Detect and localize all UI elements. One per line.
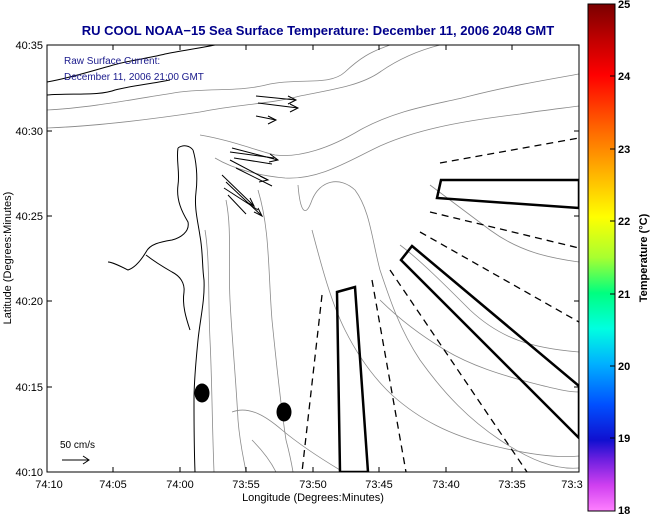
surface-current-vectors xyxy=(221,95,300,218)
colorbar-tick-label: 20 xyxy=(618,361,630,373)
coastline xyxy=(47,45,216,472)
x-tick-label: 74:10 xyxy=(35,479,63,491)
colorbar-tick-label: 24 xyxy=(618,71,631,83)
y-tick-label: 40:15 xyxy=(15,382,43,394)
temperature-colorbar: 25 24 23 22 21 20 19 18 Temperature (°C) xyxy=(587,0,650,517)
survey-lines-dashed xyxy=(301,137,579,472)
bathymetry-contours xyxy=(47,45,579,472)
y-tick-label: 40:30 xyxy=(15,126,43,138)
survey-boxes xyxy=(335,178,579,472)
station-marker xyxy=(276,402,292,422)
y-tick-label: 40:25 xyxy=(15,211,43,223)
x-tick-label: 73:40 xyxy=(432,479,460,491)
x-tick-label: 73:3 xyxy=(561,479,582,491)
x-axis-label: Longitude (Degrees:Minutes) xyxy=(242,492,384,504)
x-tick-label: 73:55 xyxy=(232,479,260,491)
y-tick-labels: 40:35 40:30 40:25 40:20 40:15 40:10 xyxy=(15,40,43,479)
y-axis-label: Latitude (Degrees:Minutes) xyxy=(2,192,14,325)
plot-area: 50 cm/s Raw Surface Current: December 11… xyxy=(46,44,580,473)
colorbar-tick-label: 25 xyxy=(618,0,630,11)
scale-arrow xyxy=(62,455,90,465)
colorbar-tick-label: 23 xyxy=(618,144,630,156)
colorbar-tick-label: 18 xyxy=(618,505,630,517)
colorbar-tick-label: 22 xyxy=(618,216,630,228)
x-tick-label: 73:35 xyxy=(498,479,526,491)
map-title: RU COOL NOAA−15 Sea Surface Temperature:… xyxy=(82,23,554,38)
scale-label: 50 cm/s xyxy=(60,440,95,451)
station-marker xyxy=(194,383,210,403)
y-tick-label: 40:10 xyxy=(15,467,43,479)
colorbar-tick-label: 19 xyxy=(618,433,630,445)
y-tick-label: 40:35 xyxy=(15,40,43,52)
x-tick-label: 74:00 xyxy=(166,479,194,491)
y-tick-label: 40:20 xyxy=(15,296,43,308)
y-axis xyxy=(47,130,579,388)
x-axis xyxy=(46,45,513,472)
x-tick-labels: 74:10 74:05 74:00 73:55 73:50 73:45 73:4… xyxy=(35,479,582,491)
colorbar-label: Temperature (°C) xyxy=(638,213,650,302)
colorbar-tick-label: 21 xyxy=(618,289,630,301)
x-tick-label: 73:50 xyxy=(299,479,327,491)
x-tick-label: 73:45 xyxy=(365,479,393,491)
annotation-line2: December 11, 2006 21:00 GMT xyxy=(64,72,204,83)
x-tick-label: 74:05 xyxy=(99,479,127,491)
annotation-line1: Raw Surface Current: xyxy=(64,56,160,67)
